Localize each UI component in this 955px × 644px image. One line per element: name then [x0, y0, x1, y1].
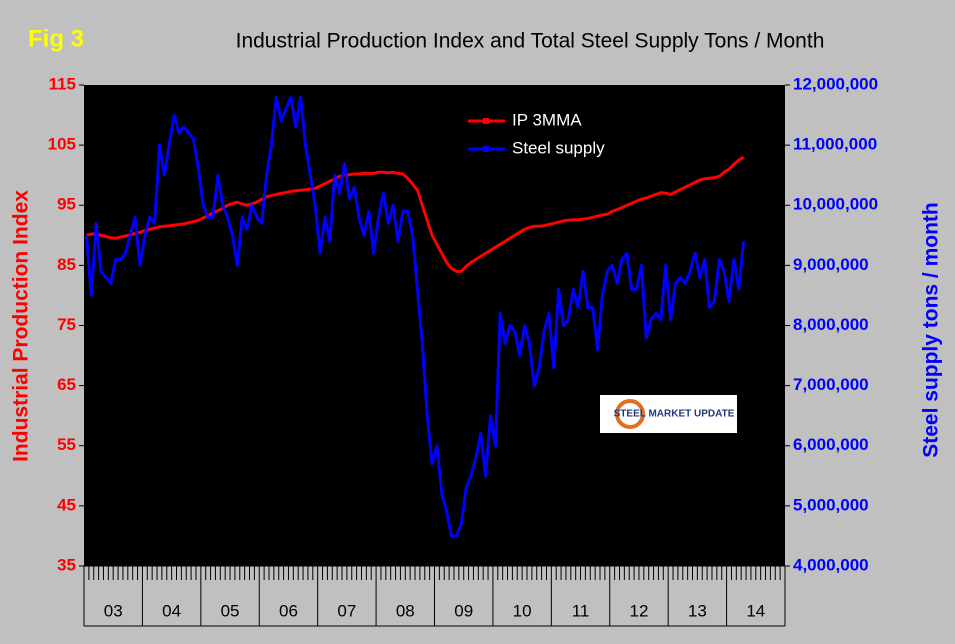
legend-label: IP 3MMA	[512, 110, 582, 129]
y-tick-label: 65	[57, 375, 76, 394]
x-group-label: 11	[572, 601, 590, 620]
plot-area	[84, 85, 785, 566]
legend-marker	[483, 146, 489, 152]
series-line	[86, 155, 745, 273]
series-line	[84, 95, 746, 538]
y2-tick-label: 4,000,000	[793, 555, 869, 574]
y2-tick-label: 6,000,000	[793, 435, 869, 454]
x-group-label: 09	[454, 601, 473, 620]
x-group-label: 04	[162, 601, 181, 620]
x-group-label: 10	[513, 601, 532, 620]
y2-axis-label: Steel supply tons / month	[920, 202, 943, 458]
y-tick-label: 115	[49, 74, 76, 93]
y-axis-label: Industrial Production Index	[10, 190, 33, 462]
y-tick-label: 105	[48, 135, 76, 154]
y2-tick-label: 7,000,000	[793, 375, 869, 394]
y-tick-label: 35	[57, 555, 76, 574]
x-group-label: 06	[279, 601, 298, 620]
y-tick-label: 85	[57, 255, 76, 274]
legend-marker	[483, 118, 489, 124]
logo-icon	[615, 399, 645, 429]
y2-tick-label: 10,000,000	[793, 195, 878, 214]
y-tick-label: 95	[57, 195, 76, 214]
x-group-label: 13	[688, 601, 707, 620]
y-tick-label: 45	[57, 495, 76, 514]
y2-tick-label: 9,000,000	[793, 255, 869, 274]
chart-title: Industrial Production Index and Total St…	[236, 30, 825, 53]
y-tick-label: 55	[57, 435, 76, 454]
y2-tick-label: 5,000,000	[793, 495, 869, 514]
x-group-label: 14	[746, 601, 765, 620]
y2-tick-label: 8,000,000	[793, 315, 869, 334]
y2-tick-label: 11,000,000	[793, 135, 877, 154]
fig-label: Fig 3	[28, 25, 84, 52]
logo-text: STEEL MARKET UPDATE	[614, 409, 735, 420]
y2-tick-label: 12,000,000	[793, 74, 878, 93]
x-group-label: 05	[221, 601, 240, 620]
legend-box	[462, 103, 658, 165]
legend-label: Steel supply	[512, 138, 605, 157]
y-tick-label: 75	[57, 315, 76, 334]
x-group-label: 03	[104, 601, 123, 620]
x-group-label: 08	[396, 601, 415, 620]
x-group-label: 12	[629, 601, 648, 620]
x-group-label: 07	[337, 601, 356, 620]
